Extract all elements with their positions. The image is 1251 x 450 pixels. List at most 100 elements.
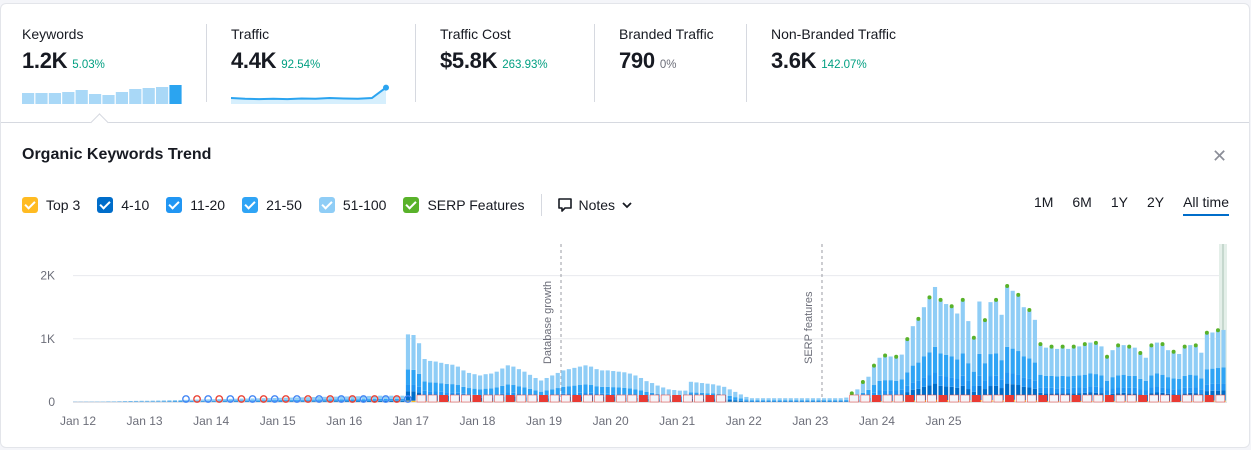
keywords-trend-chart[interactable]: 0 1K 2K Jan 12 Jan 13 Jan 14 Jan 15 Jan 16 Jan 1… — [1, 234, 1241, 434]
bar-segment — [927, 298, 932, 353]
serp-marker — [1027, 394, 1037, 403]
bar-segment — [217, 400, 222, 402]
bar-segment — [871, 366, 877, 386]
legend-top-3[interactable]: Top 3 — [22, 197, 80, 213]
google-marker — [392, 395, 401, 403]
bar-segment — [1049, 387, 1054, 394]
metric-traffic[interactable]: Traffic 4.4K 92.54% — [231, 26, 320, 74]
bar-segment — [960, 385, 965, 400]
metric-delta: 0% — [659, 59, 677, 71]
bar-segment — [228, 400, 233, 402]
bar-segment — [1149, 346, 1154, 376]
bar-segment — [1088, 373, 1093, 387]
bar-segment — [511, 392, 516, 397]
bar-segment — [1032, 388, 1037, 401]
bar-segment — [1005, 383, 1010, 400]
bar-segment — [1043, 387, 1049, 394]
x-tick-label: Jan 22 — [726, 414, 762, 428]
bar-segment — [1010, 348, 1015, 374]
time-range-tabs: 1M 6M 1Y 2Y All time — [1015, 194, 1229, 216]
bar-segment — [1221, 383, 1226, 391]
bar-segment — [955, 359, 960, 379]
metric-non-branded-traffic[interactable]: Non-Branded Traffic 3.6K 142.07% — [771, 26, 896, 74]
bar-segment — [372, 400, 377, 402]
bar-segment — [300, 399, 305, 401]
notes-dropdown[interactable]: Notes — [557, 197, 639, 213]
bar-segment — [894, 357, 899, 381]
bar-segment — [367, 395, 372, 400]
close-icon[interactable]: ✕ — [1212, 146, 1228, 166]
bar-segment — [405, 384, 411, 392]
bar-segment — [1132, 347, 1137, 376]
bar-segment — [988, 354, 993, 377]
bar-segment — [1193, 346, 1198, 376]
metric-branded-traffic[interactable]: Branded Traffic 790 0% — [619, 26, 714, 74]
spark-bar — [89, 94, 102, 104]
range-1y[interactable]: 1Y — [1110, 194, 1128, 210]
bar-segment — [616, 387, 621, 395]
serp-marker — [427, 394, 438, 403]
bar-segment — [1082, 374, 1087, 388]
serp-marker — [993, 394, 1004, 403]
bar-segment — [1199, 389, 1204, 395]
metric-traffic-cost[interactable]: Traffic Cost $5.8K 263.93% — [440, 26, 548, 74]
range-1m[interactable]: 1M — [1033, 194, 1054, 210]
serp-marker — [539, 395, 548, 402]
bar-segment — [272, 397, 277, 401]
range-2y[interactable]: 2Y — [1146, 194, 1165, 210]
bar-segment — [339, 396, 344, 400]
bar-segment — [267, 401, 272, 402]
bar-segment — [982, 363, 988, 381]
google-marker — [237, 395, 246, 403]
bar-segment — [289, 399, 294, 401]
serp-point — [1082, 342, 1087, 347]
bar-segment — [705, 383, 710, 394]
bar-segment — [483, 374, 488, 389]
bar-segment — [1038, 345, 1043, 375]
bar-segment — [932, 346, 938, 373]
bar-segment — [466, 372, 472, 389]
keywords-sparkline — [22, 85, 182, 104]
bar-segment — [1121, 374, 1126, 388]
legend-51-100[interactable]: 51-100 — [318, 197, 386, 213]
bar-segment — [816, 398, 821, 401]
bar-segment — [350, 400, 355, 402]
bar-segment — [383, 400, 388, 401]
google-marker — [337, 395, 346, 403]
y-tick-label: 2K — [40, 269, 55, 283]
bar-segment — [572, 367, 577, 386]
x-tick-label: Jan 18 — [459, 414, 495, 428]
metric-delta: 5.03% — [72, 59, 105, 71]
google-marker — [381, 395, 390, 403]
bar-segment — [821, 398, 827, 401]
range-all-time[interactable]: All time — [1183, 194, 1229, 216]
bar-segment — [616, 371, 621, 388]
bar-segment — [938, 353, 943, 376]
serp-marker — [494, 394, 504, 403]
bar-segment — [744, 401, 749, 402]
legend-serp-features[interactable]: SERP Features — [403, 197, 524, 213]
bar-segment — [1038, 374, 1043, 388]
bar-segment — [633, 375, 638, 390]
metric-delta: 263.93% — [502, 59, 548, 71]
bar-segment — [306, 399, 311, 401]
bar-segment — [966, 321, 971, 364]
bar-segment — [982, 389, 988, 401]
legend-21-50[interactable]: 21-50 — [242, 197, 302, 213]
bar-segment — [988, 302, 993, 355]
legend-11-20[interactable]: 11-20 — [166, 197, 225, 213]
serp-point — [1005, 283, 1010, 288]
bar-segment — [572, 385, 577, 394]
metric-keywords[interactable]: Keywords 1.2K 5.03% — [22, 26, 105, 74]
bar-segment — [1071, 375, 1076, 388]
bar-segment — [788, 398, 793, 401]
bar-segment — [766, 401, 771, 402]
range-6m[interactable]: 6M — [1072, 194, 1092, 210]
bar-segment — [1204, 333, 1209, 370]
bar-segment — [400, 400, 405, 401]
bar-segment — [722, 386, 727, 395]
bar-segment — [744, 400, 749, 402]
bar-segment — [1188, 345, 1193, 375]
legend-4-10[interactable]: 4-10 — [97, 197, 149, 213]
bar-segment — [416, 373, 422, 387]
